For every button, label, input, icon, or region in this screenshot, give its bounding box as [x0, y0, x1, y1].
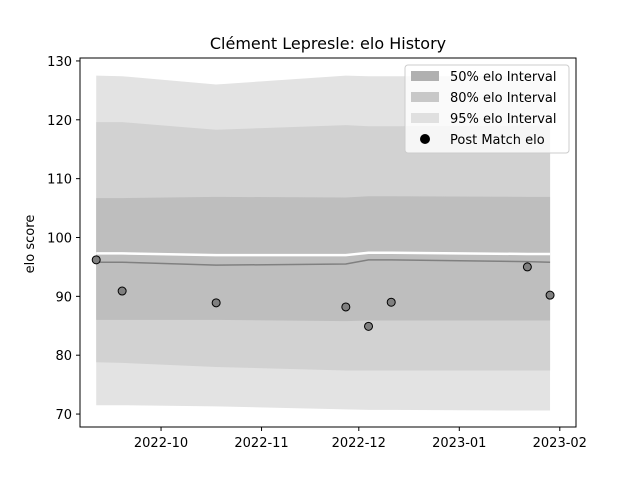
legend-swatch	[411, 113, 439, 123]
post-match-point	[364, 321, 374, 331]
y-tick-label: 90	[55, 290, 72, 305]
y-tick-label: 110	[47, 173, 72, 188]
estimate-lines	[96, 251, 551, 266]
y-tick-label: 120	[47, 114, 72, 129]
y-axis-label: elo score	[23, 215, 38, 274]
interval-bands	[96, 75, 551, 411]
y-tick-label: 130	[47, 55, 72, 70]
post-match-point	[117, 286, 127, 296]
y-tick-label: 80	[55, 349, 72, 364]
legend-swatch	[411, 92, 439, 102]
x-tick-label: 2022-10	[134, 436, 188, 451]
legend-box	[404, 64, 570, 154]
x-tick-label: 2023-02	[533, 436, 587, 451]
legend-swatch	[411, 71, 439, 81]
post-match-point	[341, 302, 351, 312]
upper-estimate-line	[96, 251, 551, 257]
post-match-point	[91, 255, 101, 265]
legend-label: 50% elo Interval	[450, 70, 557, 85]
y-axis: 70 80 90 100 110 120 130	[47, 55, 80, 423]
x-tick-label: 2022-12	[332, 436, 386, 451]
mean-elo-line	[96, 259, 551, 266]
post-match-points	[91, 255, 555, 331]
y-tick-label: 70	[55, 408, 72, 423]
x-tick-label: 2022-11	[234, 436, 288, 451]
legend-marker	[420, 134, 430, 144]
post-match-point	[211, 298, 221, 308]
legend: 50% elo Interval 80% elo Interval 95% elo …	[404, 64, 570, 154]
legend-label: 95% elo Interval	[450, 112, 557, 127]
post-match-point	[522, 262, 532, 272]
x-tick-label: 2023-01	[432, 436, 486, 451]
legend-label: 80% elo Interval	[450, 91, 557, 106]
legend-label: Post Match elo	[450, 133, 545, 148]
chart-title: Clément Lepresle: elo History	[210, 34, 446, 53]
plot-frame	[79, 57, 577, 428]
post-match-point	[545, 290, 555, 300]
y-tick-label: 100	[47, 231, 72, 246]
band-50-interval	[96, 196, 551, 322]
post-match-point	[386, 297, 396, 307]
x-axis: 2022-10 2022-11 2022-12 2023-01 2023-02	[134, 427, 587, 451]
